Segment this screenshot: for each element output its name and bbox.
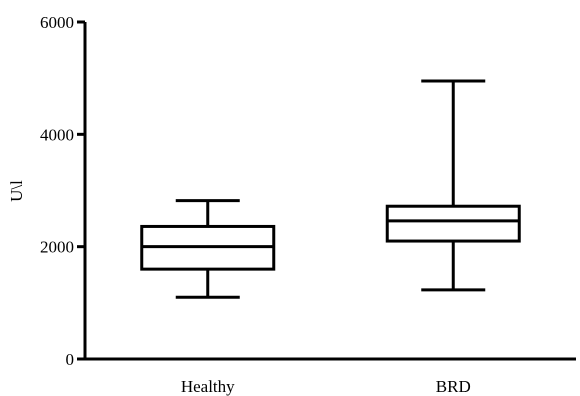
y-axis-title: U\l <box>7 180 26 202</box>
y-tick-label: 4000 <box>40 125 74 144</box>
plot-area: 0 2000 4000 6000 Healthy BRD <box>40 13 576 396</box>
y-tick-label: 6000 <box>40 13 74 32</box>
x-axis-labels: Healthy BRD <box>181 377 471 396</box>
y-axis-ticks: 0 2000 4000 6000 <box>40 13 85 369</box>
boxes-group <box>140 79 521 299</box>
y-tick-label: 2000 <box>40 238 74 257</box>
x-category-label: BRD <box>436 377 471 396</box>
x-category-label: Healthy <box>181 377 235 396</box>
box-healthy <box>140 199 276 299</box>
box-brd <box>385 79 521 292</box>
iqr-box <box>385 204 521 243</box>
y-tick-label: 0 <box>66 350 75 369</box>
